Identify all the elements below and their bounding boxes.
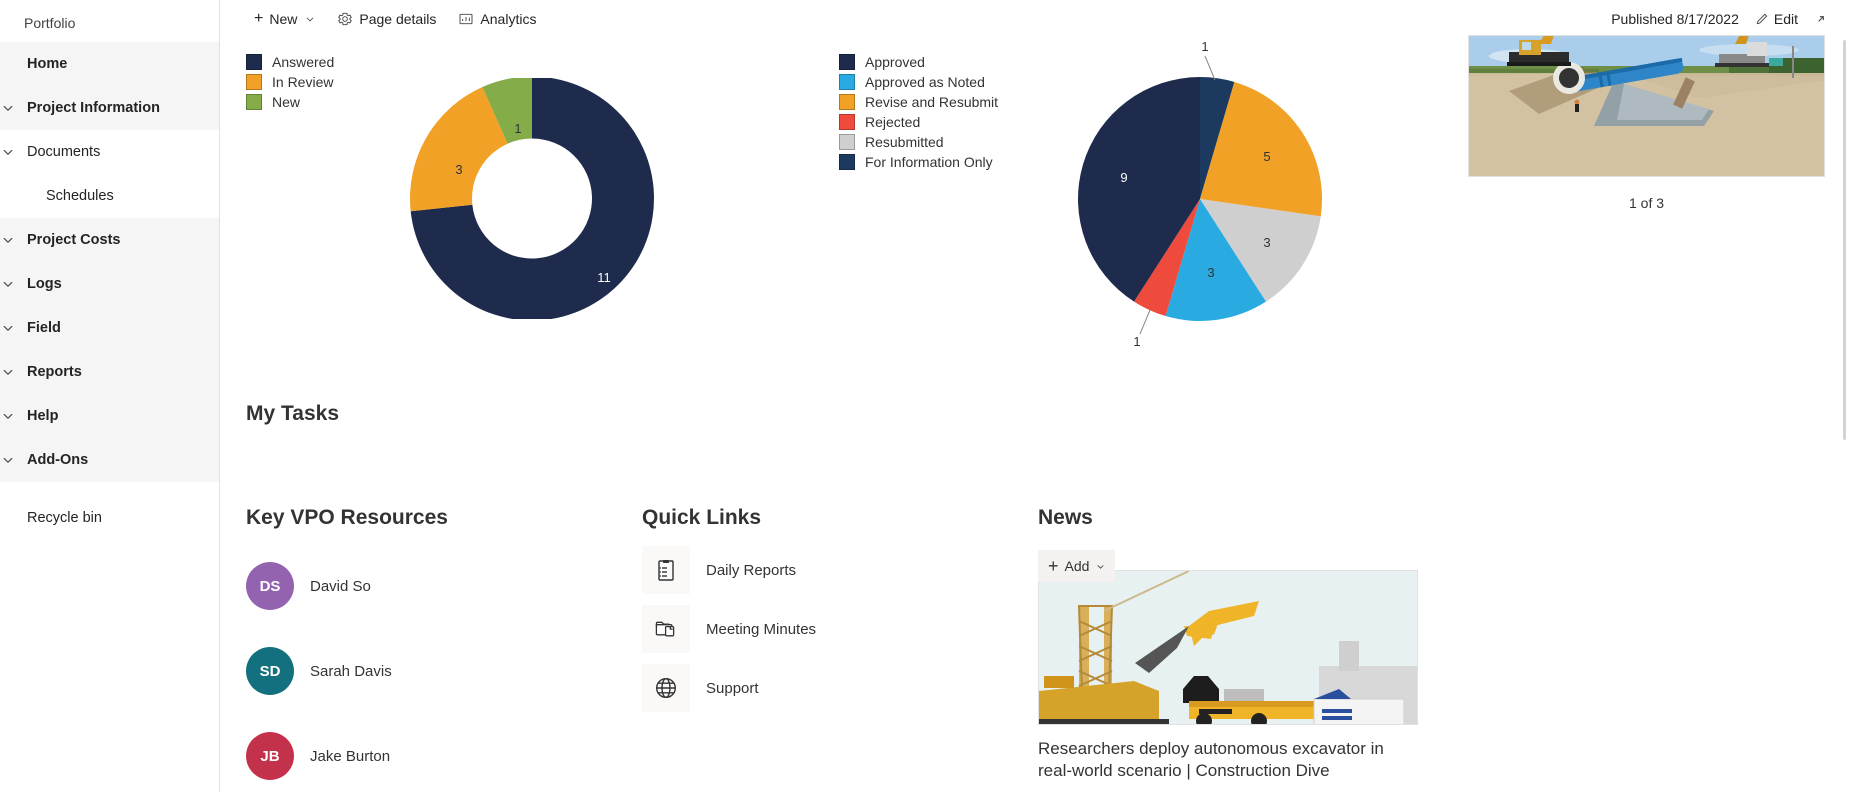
svg-text:1: 1 bbox=[1133, 334, 1140, 349]
svg-text:3: 3 bbox=[1207, 265, 1214, 280]
svg-text:1: 1 bbox=[514, 121, 521, 136]
svg-text:3: 3 bbox=[455, 162, 462, 177]
svg-text:11: 11 bbox=[597, 270, 611, 285]
svg-text:3: 3 bbox=[1263, 235, 1270, 250]
svg-text:9: 9 bbox=[1120, 170, 1127, 185]
svg-text:1: 1 bbox=[1201, 39, 1208, 54]
svg-text:5: 5 bbox=[1263, 149, 1270, 164]
